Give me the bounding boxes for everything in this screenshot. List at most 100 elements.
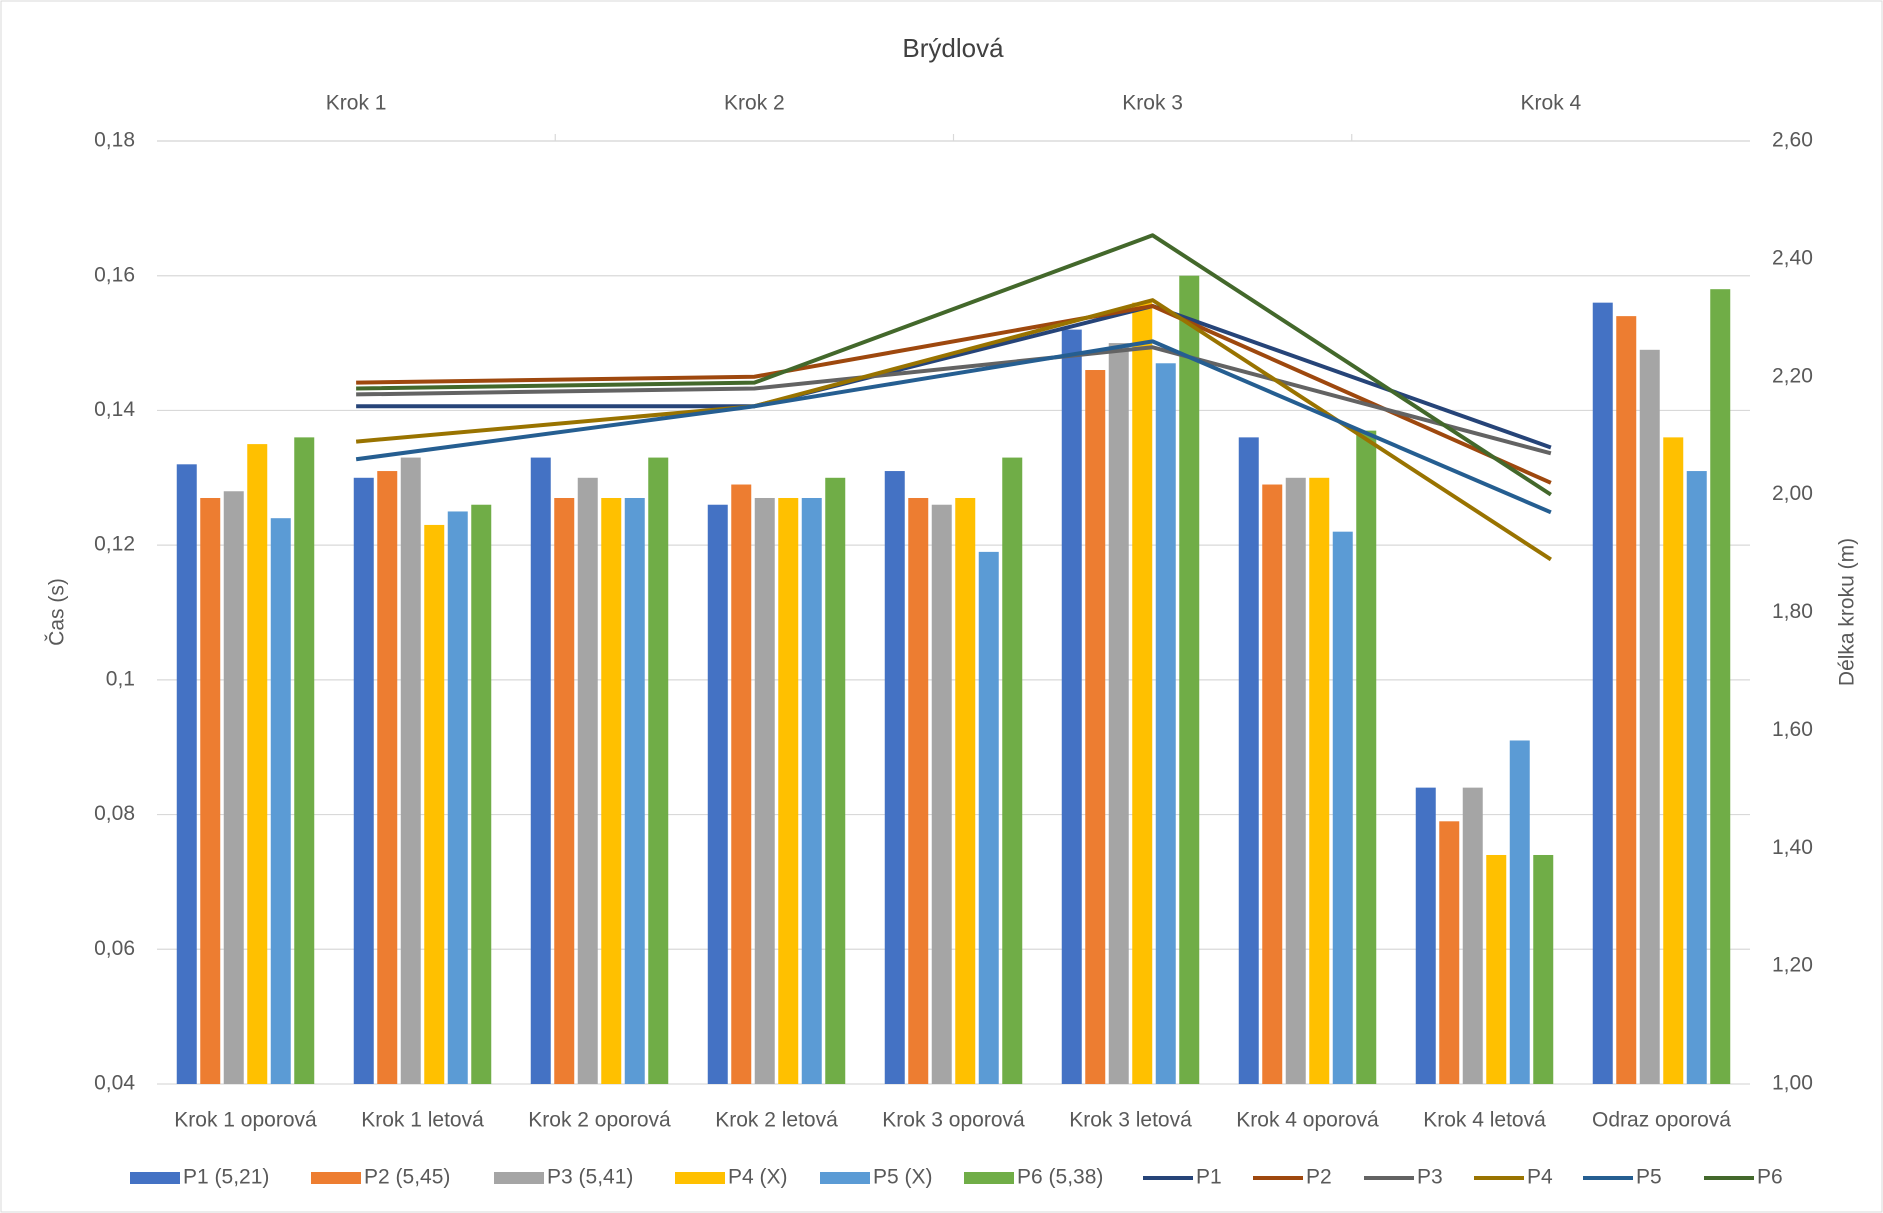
bar: [955, 497, 976, 1084]
line: [355, 339, 1552, 515]
line: [356, 304, 1552, 485]
y2-tick-label: 1,60: [1772, 718, 1813, 741]
y-tick-label: 0,04: [94, 1072, 135, 1095]
bar: [1462, 787, 1483, 1084]
y-tick-label: 0,16: [94, 263, 135, 286]
chart-title: Brýdlová: [902, 33, 1004, 63]
bar: [200, 497, 221, 1084]
y2-tick-label: 1,00: [1772, 1072, 1813, 1095]
bar: [1509, 740, 1530, 1084]
y-tick-label: 0,14: [94, 398, 135, 421]
x-tick-label: Krok 3 oporová: [882, 1109, 1025, 1132]
bar: [1533, 854, 1554, 1084]
x2-tick-label: Krok 2: [724, 92, 785, 115]
legend-label: P2 (5,45): [364, 1166, 450, 1189]
bar: [801, 497, 822, 1084]
bar: [825, 477, 846, 1084]
line: [355, 298, 1552, 562]
bar: [1710, 289, 1731, 1085]
legend-swatch: [675, 1172, 725, 1184]
bar: [270, 518, 291, 1084]
x-tick-label: Krok 2 letová: [715, 1109, 838, 1132]
y2-tick-label: 2,00: [1772, 482, 1813, 505]
y-tick-label: 0,06: [94, 937, 135, 960]
bar: [294, 437, 315, 1084]
bar: [1262, 484, 1283, 1084]
legend-label: P4 (X): [728, 1166, 788, 1189]
y-tick-label: 0,12: [94, 533, 135, 556]
bar: [471, 504, 492, 1084]
bar: [530, 457, 551, 1084]
legend-label: P4: [1527, 1166, 1553, 1189]
bar: [601, 497, 622, 1084]
line: [356, 345, 1552, 456]
x-tick-label: Krok 4 letová: [1423, 1109, 1546, 1132]
legend-label: P5: [1636, 1166, 1662, 1189]
bar: [931, 504, 952, 1084]
x-tick-label: Krok 2 oporová: [528, 1109, 671, 1132]
bar: [447, 511, 468, 1084]
bar: [778, 497, 799, 1084]
legend-label: P1 (5,21): [183, 1166, 269, 1189]
bar: [1663, 437, 1684, 1084]
bar: [223, 491, 244, 1084]
y2-tick-label: 1,80: [1772, 600, 1813, 623]
bar: [908, 497, 929, 1084]
bar: [1108, 343, 1129, 1085]
y2-tick-label: 1,20: [1772, 954, 1813, 977]
legend-label: P3: [1417, 1166, 1443, 1189]
y-tick-label: 0,18: [94, 129, 135, 152]
bar: [1285, 477, 1306, 1084]
bar: [1686, 471, 1707, 1084]
bar: [424, 524, 445, 1084]
legend-swatch: [130, 1172, 180, 1184]
x2-tick-label: Krok 4: [1521, 92, 1582, 115]
bar: [1356, 430, 1377, 1084]
bar: [377, 471, 398, 1084]
y2-tick-label: 2,40: [1772, 246, 1813, 269]
legend-swatch: [311, 1172, 361, 1184]
bar: [754, 497, 775, 1084]
x-tick-label: Krok 1 letová: [361, 1109, 484, 1132]
bar: [1639, 349, 1660, 1084]
bar: [884, 471, 905, 1084]
y2-tick-label: 2,60: [1772, 129, 1813, 152]
x-tick-label: Krok 4 oporová: [1236, 1109, 1379, 1132]
y-tick-label: 0,1: [106, 667, 135, 690]
y2-tick-label: 1,40: [1772, 836, 1813, 859]
bar: [1616, 316, 1637, 1085]
legend-label: P5 (X): [873, 1166, 933, 1189]
legend-label: P1: [1196, 1166, 1222, 1189]
bar: [731, 484, 752, 1084]
x-tick-label: Odraz oporová: [1592, 1109, 1731, 1132]
bar: [978, 551, 999, 1084]
bar: [1415, 787, 1436, 1084]
bar: [1309, 477, 1330, 1084]
bar: [1439, 821, 1460, 1084]
bar: [400, 457, 421, 1084]
y2-axis-title: Délka kroku (m): [1836, 538, 1859, 686]
x-tick-label: Krok 1 oporová: [174, 1109, 317, 1132]
y2-tick-label: 2,20: [1772, 364, 1813, 387]
bar: [624, 497, 645, 1084]
legend-label: P2: [1306, 1166, 1332, 1189]
bar: [1332, 531, 1353, 1084]
x2-tick-label: Krok 1: [326, 92, 387, 115]
bar: [707, 504, 728, 1084]
bar: [176, 464, 197, 1084]
bar: [353, 477, 374, 1084]
legend-label: P6: [1757, 1166, 1783, 1189]
bar: [1238, 437, 1259, 1084]
legend-swatch: [820, 1172, 870, 1184]
bar: [1486, 854, 1507, 1084]
bar: [247, 444, 268, 1084]
bar: [1592, 302, 1613, 1085]
y-axis-title: Čas (s): [46, 578, 69, 646]
bar: [1085, 370, 1106, 1084]
bar: [1132, 302, 1153, 1085]
bar: [577, 477, 598, 1084]
bar: [554, 497, 575, 1084]
legend-label: P3 (5,41): [547, 1166, 633, 1189]
bar: [648, 457, 669, 1084]
